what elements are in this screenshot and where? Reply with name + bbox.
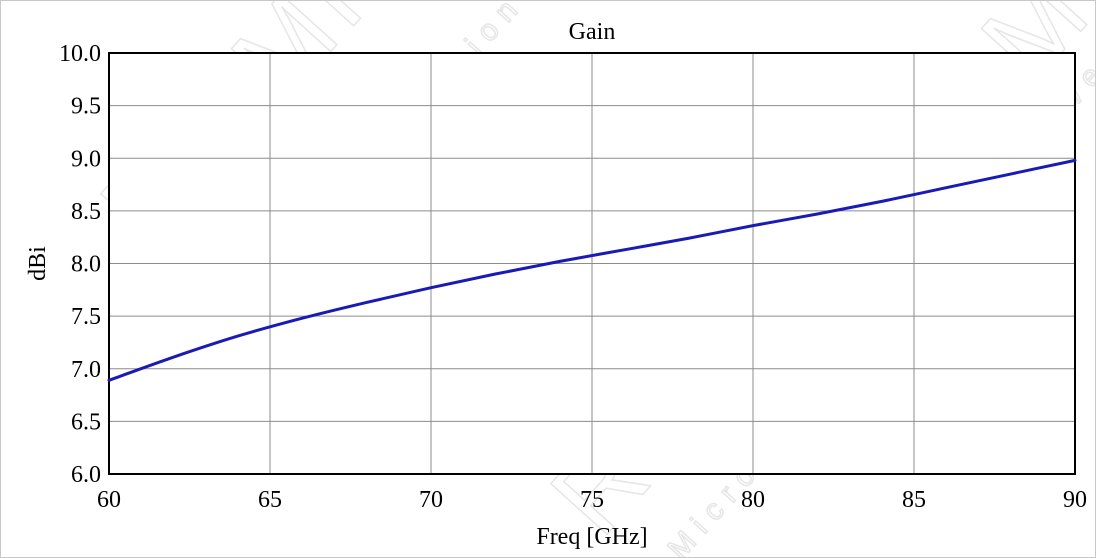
chart-title: Gain — [569, 19, 616, 45]
x-tick-labels: 60 65 70 75 80 85 90 — [97, 487, 1087, 513]
y-tick-label-4: 8.0 — [71, 252, 101, 278]
y-tick-label-6: 9.0 — [71, 146, 101, 172]
y-tick-labels: 6.0 6.5 7.0 7.5 8.0 8.5 9.0 9.5 10.0 — [59, 41, 101, 488]
series-layer — [107, 158, 1077, 382]
x-tick-label-2: 70 — [419, 487, 443, 513]
x-tick-label-1: 65 — [258, 487, 282, 513]
y-tick-label-5: 8.5 — [71, 199, 101, 225]
y-tick-label-1: 6.5 — [71, 409, 101, 435]
x-tick-label-3: 75 — [580, 487, 604, 513]
y-tick-label-7: 9.5 — [71, 94, 101, 120]
y-tick-label-0: 6.0 — [71, 462, 101, 488]
x-tick-label-4: 80 — [741, 487, 765, 513]
y-tick-label-8: 10.0 — [59, 41, 101, 67]
y-axis-title: dBi — [25, 246, 51, 281]
x-axis-title: Freq [GHz] — [536, 524, 647, 550]
x-tick-label-0: 60 — [97, 487, 121, 513]
y-tick-label-3: 7.5 — [71, 304, 101, 330]
gain-series-line-0 — [107, 158, 1077, 382]
x-tick-label-5: 85 — [902, 487, 926, 513]
grid-lines — [109, 53, 1075, 474]
y-tick-label-2: 7.0 — [71, 357, 101, 383]
plot-frame — [108, 52, 1076, 475]
x-tick-label-6: 90 — [1063, 487, 1087, 513]
